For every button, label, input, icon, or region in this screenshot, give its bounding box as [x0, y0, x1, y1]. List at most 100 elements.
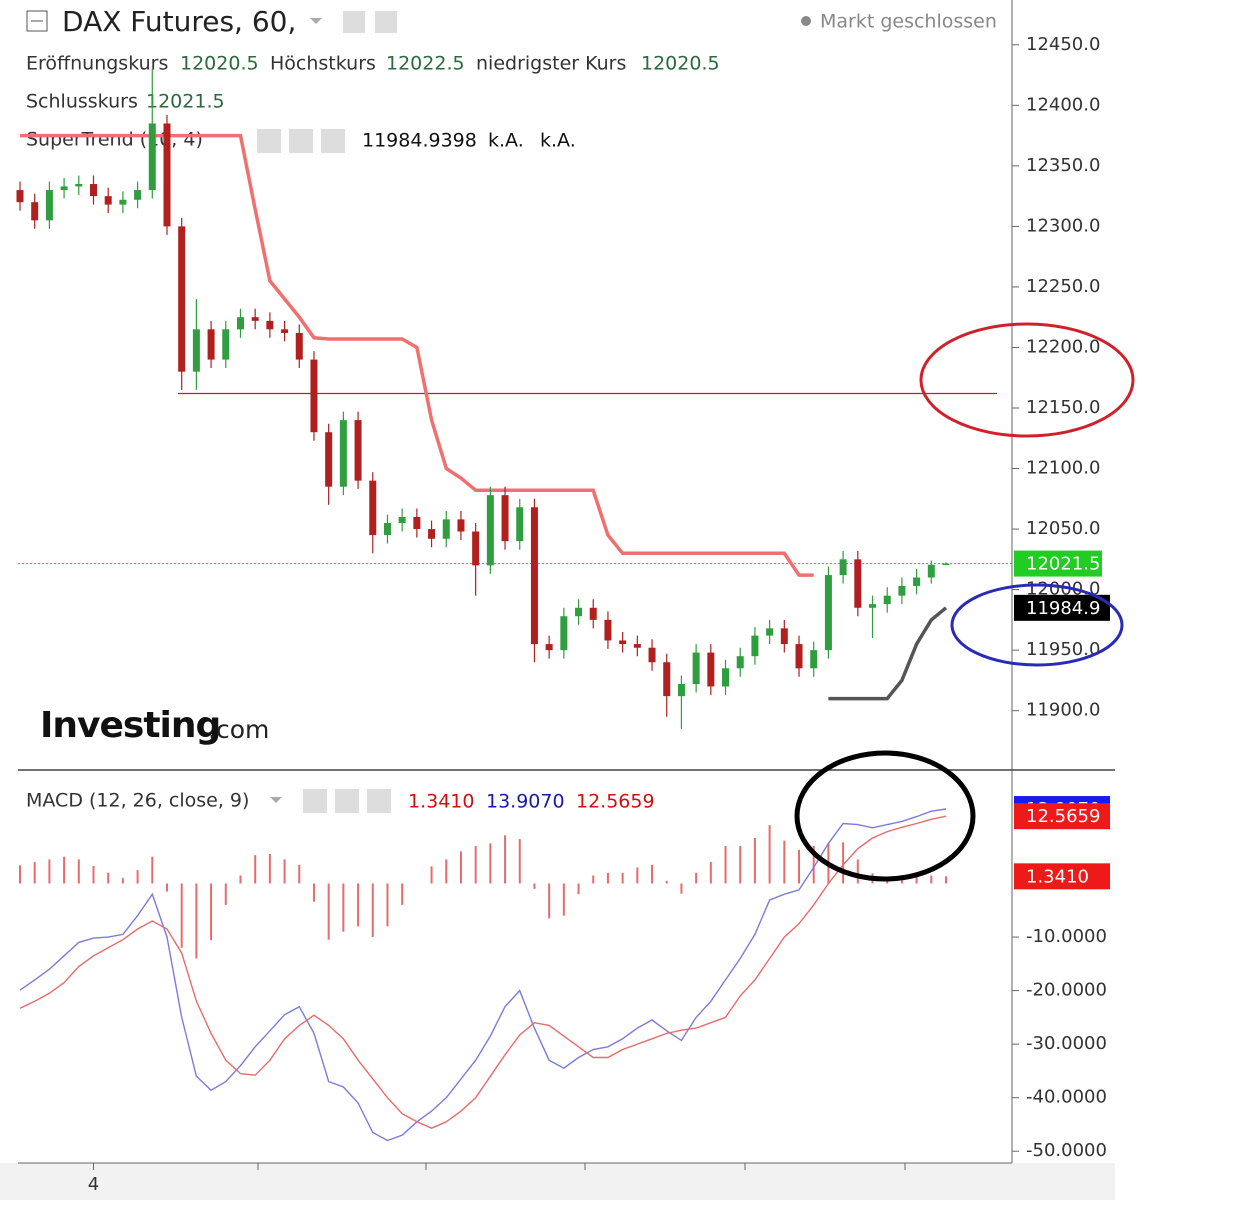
annotation-ellipse: [919, 322, 1135, 438]
candle-body: [486, 495, 494, 566]
candle-body: [295, 332, 303, 360]
close-icon[interactable]: [321, 129, 345, 153]
candle-body: [281, 329, 289, 333]
y-tick-label: 12350.0: [1026, 155, 1100, 176]
macd-value: 1.3410: [408, 791, 474, 813]
close-icon[interactable]: [367, 789, 391, 813]
candle-body: [545, 644, 553, 651]
y-tick-label: -10.0000: [1026, 926, 1107, 947]
candle-body: [413, 516, 421, 530]
candle-body: [927, 564, 935, 578]
candle-body: [119, 199, 127, 205]
logo-suffix: .com: [208, 715, 269, 744]
candle-body: [780, 628, 788, 645]
candle-body: [207, 329, 215, 360]
macd-line: [19, 815, 947, 1129]
supertrend-line: [828, 606, 948, 701]
candle-body: [589, 607, 597, 620]
candle-body: [310, 359, 318, 433]
y-tick-label: 12200.0: [1026, 336, 1100, 357]
ohlc-value: 12021.5: [146, 91, 225, 113]
settings-icon[interactable]: [289, 129, 313, 153]
candle-body: [75, 184, 83, 187]
candle-body: [89, 184, 97, 197]
y-tick-label: -20.0000: [1026, 980, 1107, 1001]
settings-icon[interactable]: [375, 11, 397, 33]
status-dot: [801, 16, 811, 26]
annotation-ellipse: [794, 750, 976, 882]
price-badge-label: 12021.5: [1026, 554, 1100, 575]
y-tick-label: -30.0000: [1026, 1033, 1107, 1054]
y-tick-label: 12100.0: [1026, 458, 1100, 479]
macd-value: 12.5659: [576, 791, 655, 813]
candle-body: [442, 519, 450, 539]
y-tick-label: -50.0000: [1026, 1140, 1107, 1161]
candle-body: [692, 652, 700, 685]
candle-body: [178, 226, 186, 372]
logo: Investing: [40, 705, 220, 746]
y-tick-label: 12250.0: [1026, 276, 1100, 297]
price-badge-label: 12.5659: [1026, 806, 1100, 827]
candle-body: [648, 647, 656, 663]
y-tick-label: 12300.0: [1026, 215, 1100, 236]
macd-title: MACD (12, 26, close, 9): [26, 790, 249, 812]
candle-body: [31, 202, 39, 221]
candle-body: [604, 619, 612, 641]
ohlc-label: Höchstkurs: [270, 53, 376, 75]
ohlc-value: 12020.5: [641, 53, 720, 75]
price-badge-label: 11984.9: [1026, 598, 1100, 619]
price-badge-label: 1.3410: [1026, 866, 1089, 887]
candle-body: [766, 628, 774, 636]
candle-body: [663, 662, 671, 697]
candle-body: [633, 644, 641, 648]
candle-body: [722, 668, 730, 687]
x-tick-label: 4: [88, 1174, 99, 1195]
candle-body: [736, 656, 744, 669]
candle-body: [354, 420, 362, 481]
candle-body: [222, 329, 230, 360]
y-tick-label: 12450.0: [1026, 34, 1100, 55]
candle-body: [810, 650, 818, 669]
candle-body: [325, 432, 333, 487]
candle-body: [339, 420, 347, 487]
settings-icon[interactable]: [335, 789, 359, 813]
candle-body: [398, 516, 406, 524]
candle-body: [530, 507, 538, 645]
candle-body: [869, 604, 877, 608]
candle-body: [751, 635, 759, 657]
ohlc-label: niedrigster Kurs: [476, 53, 626, 75]
indicator-label: SuperTrend (10, 4): [26, 129, 203, 151]
annotation-ellipse: [950, 583, 1124, 667]
candle-body: [369, 480, 377, 536]
y-tick-label: 12400.0: [1026, 94, 1100, 115]
market-status: Markt geschlossen: [820, 11, 997, 33]
candle-body: [266, 320, 274, 330]
y-tick-label: 12150.0: [1026, 397, 1100, 418]
candle-body: [457, 519, 465, 532]
eye-icon[interactable]: [257, 129, 281, 153]
candle-body: [839, 559, 847, 576]
candle-body: [854, 559, 862, 608]
candle-body: [575, 607, 583, 617]
eye-icon[interactable]: [303, 789, 327, 813]
price-badge: [1014, 594, 1110, 621]
collapse-icon[interactable]: [26, 10, 48, 32]
dropdown-icon[interactable]: [310, 18, 322, 24]
candle-body: [795, 644, 803, 669]
candle-body: [251, 317, 259, 321]
price-badge: [1014, 803, 1110, 830]
candle-body: [501, 495, 509, 542]
candle-body: [428, 529, 436, 539]
dropdown-icon[interactable]: [270, 797, 282, 803]
ohlc-label: Eröffnungskurs: [26, 53, 168, 75]
y-tick-label: 12050.0: [1026, 518, 1100, 539]
y-tick-label: 11950.0: [1026, 639, 1100, 660]
candle-body: [383, 523, 391, 536]
eye-icon[interactable]: [343, 11, 365, 33]
candle-body: [883, 595, 891, 605]
ohlc-value: 12020.5: [180, 53, 259, 75]
price-badge: [1014, 550, 1102, 577]
x-axis-strip: [0, 1163, 1115, 1200]
y-tick-label: 11900.0: [1026, 700, 1100, 721]
